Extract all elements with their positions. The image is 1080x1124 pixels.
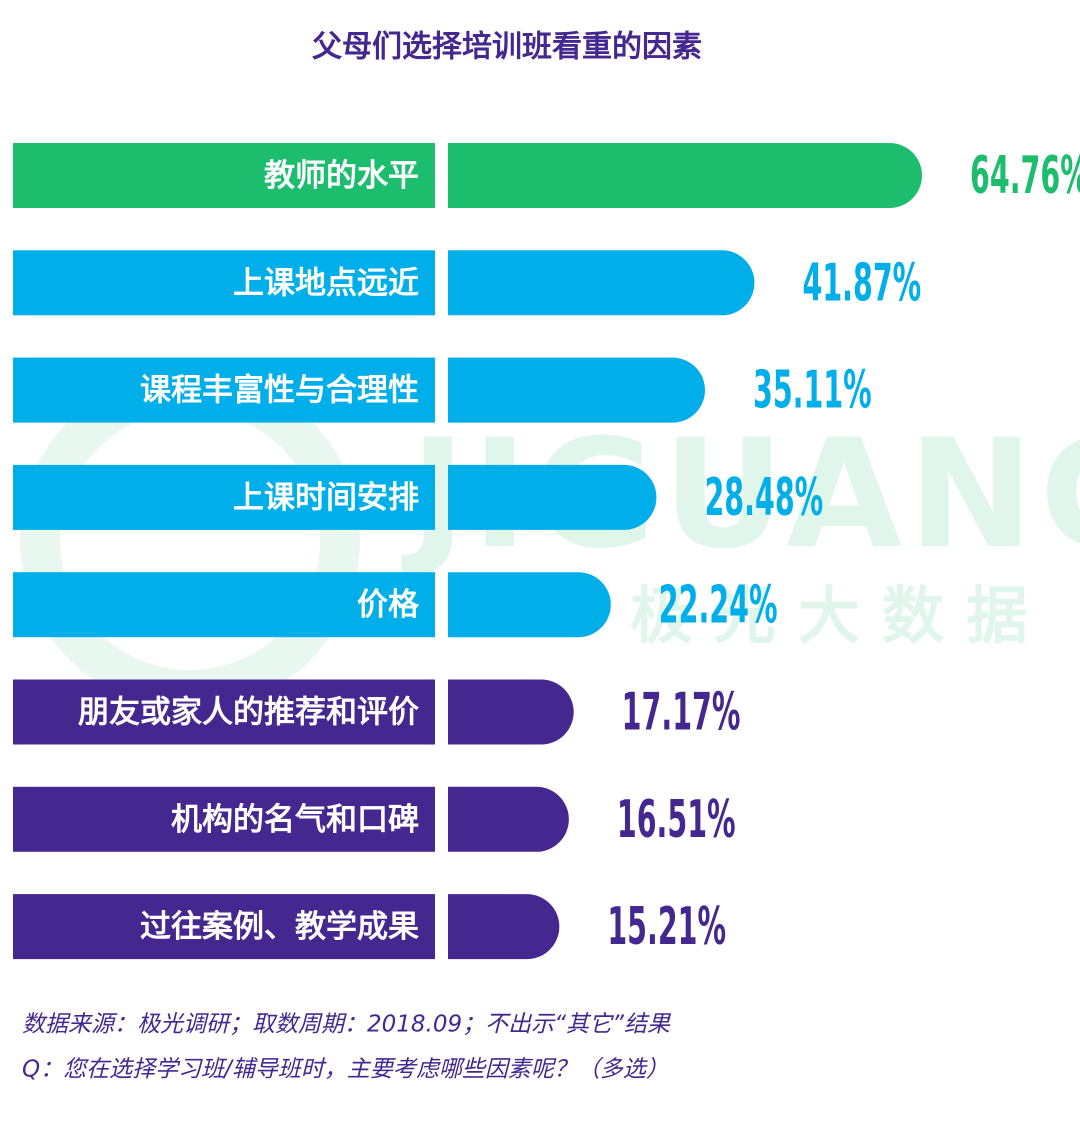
value-label: 28.48% xyxy=(704,467,823,528)
value-label: 22.24% xyxy=(659,574,778,635)
value-label: 41.87% xyxy=(802,252,921,313)
category-box xyxy=(13,464,435,530)
bar xyxy=(448,143,923,208)
bar xyxy=(448,894,560,960)
category-label: 教师的水平 xyxy=(264,158,419,194)
category-label: 课程丰富性与合理性 xyxy=(140,373,419,409)
category-box xyxy=(13,357,435,423)
category-label: 朋友或家人的推荐和评价 xyxy=(78,695,419,731)
bar xyxy=(448,572,611,638)
bar xyxy=(448,679,574,745)
value-label: 64.76% xyxy=(970,145,1080,206)
category-box xyxy=(13,572,435,638)
chart-title: 父母们选择培训班看重的因素 xyxy=(312,30,702,65)
bar xyxy=(448,357,706,423)
category-label: 过往案例、教学成果 xyxy=(140,909,419,945)
category-label: 价格 xyxy=(357,587,420,623)
value-label: 16.51% xyxy=(617,789,736,850)
category-label: 机构的名气和口碑 xyxy=(171,802,419,838)
category-label: 上课地点远近 xyxy=(233,265,419,301)
bar xyxy=(448,786,569,852)
footnote: 数据来源：极光调研；取数周期：2018.09；不出示“其它”结果 xyxy=(22,1012,672,1038)
category-box xyxy=(13,679,435,745)
category-box xyxy=(13,143,435,208)
watermark-logo xyxy=(20,370,360,710)
bar xyxy=(448,250,755,316)
value-label: 17.17% xyxy=(622,681,741,742)
bar xyxy=(448,464,657,530)
watermark-text: 极光大数据 xyxy=(630,579,1050,652)
value-label: 15.21% xyxy=(607,896,726,957)
category-box xyxy=(13,894,435,960)
category-box xyxy=(13,250,435,316)
watermark: JIGUANG 极光大数据 xyxy=(20,370,1080,710)
value-label: 35.11% xyxy=(753,359,872,420)
category-box xyxy=(13,786,435,852)
footnote: Q：您在选择学习班/辅导班时，主要考虑哪些因素呢？（多选） xyxy=(22,1057,669,1083)
category-label: 上课时间安排 xyxy=(233,480,419,516)
